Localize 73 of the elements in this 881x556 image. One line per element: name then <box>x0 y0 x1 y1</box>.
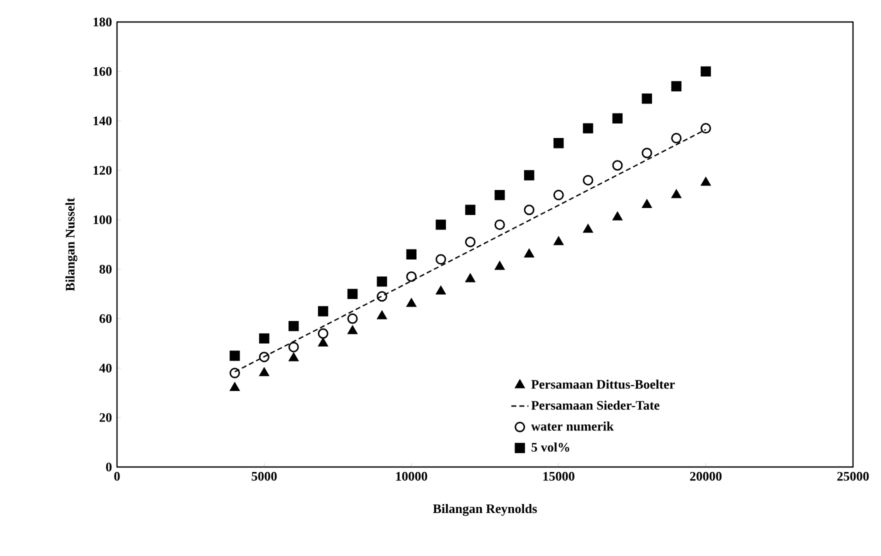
point <box>258 352 270 362</box>
point <box>700 177 711 186</box>
point <box>612 113 623 124</box>
point <box>288 320 299 332</box>
x-tick-label: 25000 <box>837 472 869 481</box>
y-tick-label: 40 <box>99 364 112 372</box>
point <box>377 310 387 320</box>
point <box>583 224 593 233</box>
point <box>318 328 328 339</box>
point <box>465 274 476 282</box>
legend-label: water numerik <box>531 422 614 431</box>
point <box>230 368 240 378</box>
point <box>700 66 711 77</box>
point <box>671 189 682 198</box>
legend-label: Persamaan Sieder-Tate <box>531 400 660 410</box>
y-tick-label: 100 <box>94 215 112 224</box>
point <box>465 204 476 215</box>
point <box>700 123 712 134</box>
point <box>612 212 622 220</box>
x-tick-label: 0 <box>114 472 120 481</box>
point <box>318 338 328 346</box>
point <box>406 249 417 260</box>
x-tick-label: 20000 <box>690 472 722 481</box>
point <box>524 248 534 258</box>
point <box>348 325 358 334</box>
legend-label: Persamaan Dittus-Boelter <box>531 380 675 389</box>
point <box>376 276 388 287</box>
point <box>288 352 299 362</box>
point <box>436 220 446 230</box>
point <box>612 160 623 171</box>
point <box>259 367 270 376</box>
y-tick-label: 60 <box>100 314 112 324</box>
x-axis-title: Bilangan Reynolds <box>433 504 537 516</box>
point <box>347 288 358 300</box>
y-axis-title: Bilangan Nusselt <box>65 198 78 292</box>
x-tick-label: 5000 <box>252 472 277 481</box>
y-tick-label: 180 <box>94 18 112 26</box>
point <box>230 382 240 391</box>
y-tick-label: 160 <box>94 67 112 76</box>
point <box>494 219 505 230</box>
x-tick-label: 15000 <box>543 472 574 481</box>
point <box>376 291 388 302</box>
point <box>494 190 505 200</box>
point <box>582 123 594 134</box>
point <box>524 204 534 216</box>
y-tick-label: 80 <box>100 264 112 274</box>
point <box>436 254 446 265</box>
y-tick-label: 140 <box>94 116 112 126</box>
point <box>642 148 652 158</box>
point <box>347 313 358 324</box>
point <box>582 174 594 186</box>
point <box>230 350 240 361</box>
point <box>494 261 505 270</box>
point <box>671 132 682 144</box>
point <box>554 138 564 148</box>
point <box>642 94 652 104</box>
point <box>465 236 476 248</box>
point <box>406 298 416 307</box>
x-tick-label: 10000 <box>396 472 428 481</box>
point <box>554 236 564 246</box>
y-tick-label: 20 <box>100 413 112 422</box>
y-tick-label: 0 <box>106 462 112 472</box>
point <box>406 271 417 282</box>
point <box>318 306 328 316</box>
point <box>259 333 270 344</box>
point <box>671 81 682 92</box>
point <box>436 286 446 295</box>
legend-label: 5 vol% <box>532 442 570 452</box>
point <box>642 199 652 208</box>
point <box>288 342 299 352</box>
point <box>524 170 534 180</box>
y-tick-label: 120 <box>94 166 112 175</box>
point <box>553 190 564 200</box>
